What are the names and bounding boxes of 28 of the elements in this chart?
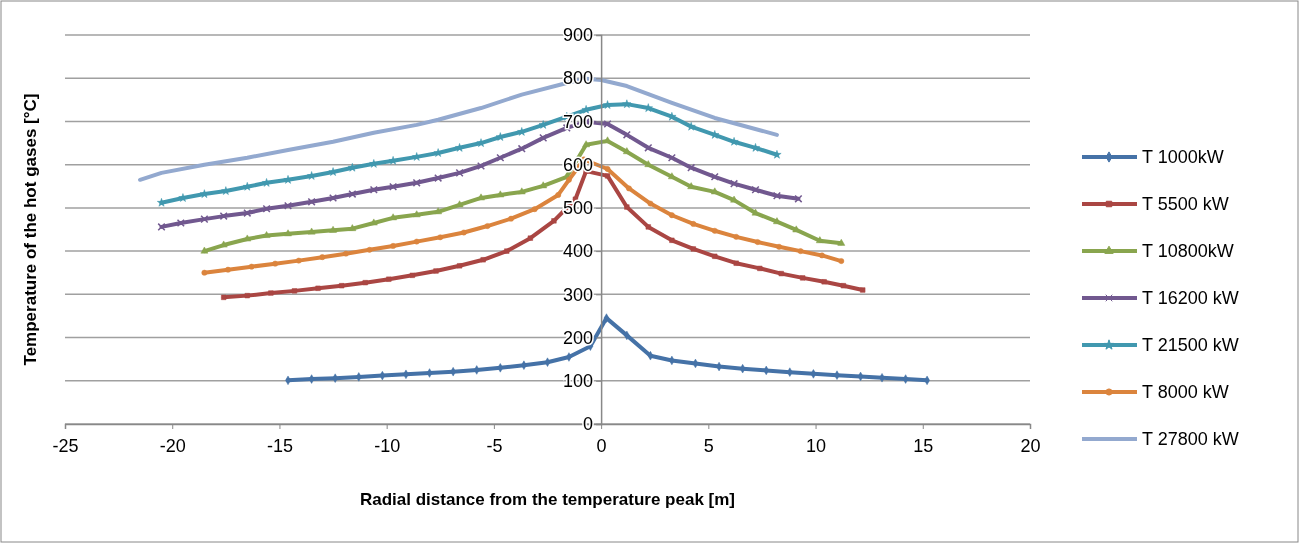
legend-label: T 5500 kW	[1142, 194, 1229, 214]
y-tick-label: 600	[563, 154, 594, 175]
x-tick-label: 0	[596, 435, 607, 456]
x-tick-label: -5	[486, 435, 503, 456]
x-tick-label: 10	[806, 435, 827, 456]
y-axis-title: Temperature of the hot gases [°C]	[21, 93, 40, 366]
legend-label: T 16200 kW	[1142, 288, 1239, 308]
y-tick-label: 900	[563, 25, 594, 46]
y-tick-label: 300	[563, 284, 594, 305]
x-tick-label: -25	[52, 435, 79, 456]
legend-label: T 10800kW	[1142, 241, 1234, 261]
x-tick-label: 5	[703, 435, 714, 456]
y-tick-label: 400	[563, 241, 594, 262]
x-tick-label: -15	[266, 435, 293, 456]
x-tick-label: -10	[374, 435, 401, 456]
legend-label: T 8000 kW	[1142, 382, 1229, 402]
y-tick-label: 0	[583, 414, 594, 435]
x-tick-label: -20	[159, 435, 186, 456]
x-tick-label: 20	[1020, 435, 1041, 456]
y-tick-label: 100	[563, 371, 594, 392]
y-tick-label: 200	[563, 327, 594, 348]
x-tick-label: 15	[913, 435, 934, 456]
x-axis-title: Radial distance from the temperature peak [m]	[359, 490, 736, 509]
legend-label: T 1000kW	[1142, 147, 1224, 167]
y-tick-label: 700	[563, 111, 594, 132]
y-tick-label: 800	[563, 68, 594, 89]
legend-label: T 21500 kW	[1142, 335, 1239, 355]
legend-label: T 27800 kW	[1142, 429, 1239, 449]
